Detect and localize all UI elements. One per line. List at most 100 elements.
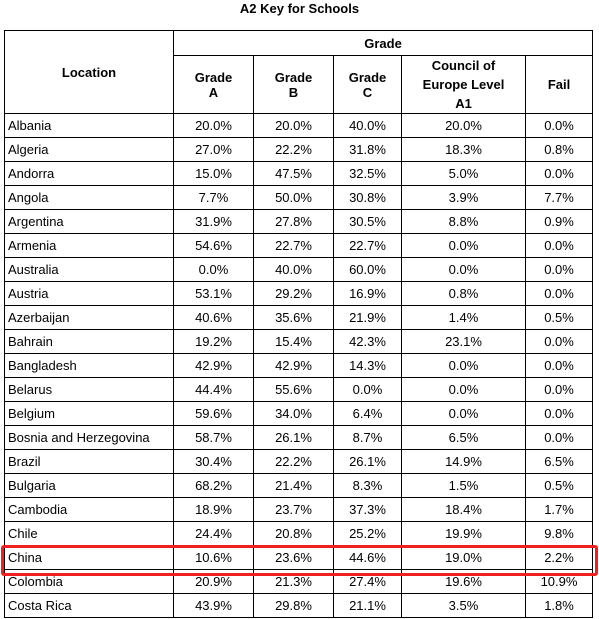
location-cell: Belgium xyxy=(4,401,174,426)
value-cell: 0.0% xyxy=(401,353,526,378)
table-row: Belgium 59.6% 34.0% 6.4% 0.0% 0.0% xyxy=(4,401,594,426)
value-cell: 0.0% xyxy=(524,161,594,186)
value-cell: 22.2% xyxy=(253,137,334,162)
table-header: Location Grade Grade A Grade B Grade C Coun… xyxy=(4,30,594,114)
value-cell: 35.6% xyxy=(253,305,334,330)
value-cell: 0.0% xyxy=(173,257,254,282)
location-cell: Austria xyxy=(4,281,174,306)
location-cell: Albania xyxy=(4,113,174,138)
value-cell: 19.2% xyxy=(173,329,254,354)
column-header-text: Grade C xyxy=(348,69,387,100)
table-row: Brazil 30.4% 22.2% 26.1% 14.9% 6.5% xyxy=(4,449,594,474)
value-cell: 0.0% xyxy=(524,281,594,306)
column-header: Grade B xyxy=(253,55,334,114)
location-cell: Costa Rica xyxy=(4,593,174,618)
value-cell: 53.1% xyxy=(173,281,254,306)
value-cell: 7.7% xyxy=(524,185,594,210)
table-row: Costa Rica 43.9% 29.8% 21.1% 3.5% 1.8% xyxy=(4,593,594,618)
table-row: Belarus 44.4% 55.6% 0.0% 0.0% 0.0% xyxy=(4,377,594,402)
column-header: Grade A xyxy=(173,55,254,114)
value-cell: 0.0% xyxy=(524,353,594,378)
value-cell: 0.0% xyxy=(401,257,526,282)
value-cell: 26.1% xyxy=(253,425,334,450)
value-cell: 18.3% xyxy=(401,137,526,162)
value-cell: 40.0% xyxy=(253,257,334,282)
table: Location Grade Grade A Grade B Grade C Coun… xyxy=(4,30,594,618)
value-cell: 29.2% xyxy=(253,281,334,306)
value-cell: 15.4% xyxy=(253,329,334,354)
table-row: Bangladesh 42.9% 42.9% 14.3% 0.0% 0.0% xyxy=(4,353,594,378)
location-cell: Australia xyxy=(4,257,174,282)
value-cell: 50.0% xyxy=(253,185,334,210)
value-cell: 55.6% xyxy=(253,377,334,402)
value-cell: 60.0% xyxy=(333,257,402,282)
location-cell: Algeria xyxy=(4,137,174,162)
value-cell: 22.7% xyxy=(333,233,402,258)
value-cell: 5.0% xyxy=(401,161,526,186)
value-cell: 8.7% xyxy=(333,425,402,450)
table-row: Bahrain 19.2% 15.4% 42.3% 23.1% 0.0% xyxy=(4,329,594,354)
value-cell: 58.7% xyxy=(173,425,254,450)
location-cell: Cambodia xyxy=(4,497,174,522)
value-cell: 27.0% xyxy=(173,137,254,162)
value-cell: 0.0% xyxy=(524,257,594,282)
table-row: Andorra 15.0% 47.5% 32.5% 5.0% 0.0% xyxy=(4,161,594,186)
location-header: Location xyxy=(4,30,174,114)
value-cell: 20.0% xyxy=(253,113,334,138)
value-cell: 0.5% xyxy=(524,305,594,330)
location-cell: China xyxy=(4,545,174,570)
location-cell: Andorra xyxy=(4,161,174,186)
value-cell: 30.5% xyxy=(333,209,402,234)
table-body: Albania 20.0% 20.0% 40.0% 20.0% 0.0% Algeria 27… xyxy=(4,113,594,618)
value-cell: 14.9% xyxy=(401,449,526,474)
value-cell: 1.4% xyxy=(401,305,526,330)
value-cell: 31.9% xyxy=(173,209,254,234)
table-row: Argentina 31.9% 27.8% 30.5% 8.8% 0.9% xyxy=(4,209,594,234)
value-cell: 23.1% xyxy=(401,329,526,354)
location-cell: Argentina xyxy=(4,209,174,234)
column-header-text: Fail xyxy=(547,77,571,92)
value-cell: 0.8% xyxy=(401,281,526,306)
value-cell: 44.4% xyxy=(173,377,254,402)
location-cell: Bosnia and Herzegovina xyxy=(4,425,174,450)
value-cell: 18.4% xyxy=(401,497,526,522)
value-cell: 0.0% xyxy=(524,233,594,258)
value-cell: 0.0% xyxy=(524,329,594,354)
location-cell: Brazil xyxy=(4,449,174,474)
column-header: Grade C xyxy=(333,55,402,114)
table-row: Bosnia and Herzegovina 58.7% 26.1% 8.7% 6.5%… xyxy=(4,425,594,450)
value-cell: 20.8% xyxy=(253,521,334,546)
value-cell: 9.8% xyxy=(524,521,594,546)
value-cell: 0.8% xyxy=(524,137,594,162)
value-cell: 0.0% xyxy=(401,401,526,426)
value-cell: 6.5% xyxy=(401,425,526,450)
value-cell: 3.9% xyxy=(401,185,526,210)
value-cell: 42.3% xyxy=(333,329,402,354)
value-cell: 21.9% xyxy=(333,305,402,330)
value-cell: 27.8% xyxy=(253,209,334,234)
value-cell: 7.7% xyxy=(173,185,254,210)
column-header: Council of Europe Level A1 xyxy=(401,55,526,114)
value-cell: 0.0% xyxy=(524,401,594,426)
title: A2 Key for Schools xyxy=(239,1,360,16)
column-header: Fail xyxy=(524,55,594,114)
value-cell: 1.7% xyxy=(524,497,594,522)
value-cell: 0.0% xyxy=(524,113,594,138)
location-cell: Bulgaria xyxy=(4,473,174,498)
table-row: Cambodia 18.9% 23.7% 37.3% 18.4% 1.7% xyxy=(4,497,594,522)
column-header-text: Grade A xyxy=(194,69,233,100)
value-cell: 31.8% xyxy=(333,137,402,162)
table-row: Armenia 54.6% 22.7% 22.7% 0.0% 0.0% xyxy=(4,233,594,258)
value-cell: 0.5% xyxy=(524,473,594,498)
table-row: Angola 7.7% 50.0% 30.8% 3.9% 7.7% xyxy=(4,185,594,210)
value-cell: 15.0% xyxy=(173,161,254,186)
value-cell: 0.9% xyxy=(524,209,594,234)
value-cell: 23.7% xyxy=(253,497,334,522)
value-cell: 0.0% xyxy=(333,377,402,402)
value-cell: 20.0% xyxy=(173,113,254,138)
location-cell: Chile xyxy=(4,521,174,546)
location-cell: Armenia xyxy=(4,233,174,258)
table-row: Algeria 27.0% 22.2% 31.8% 18.3% 0.8% xyxy=(4,137,594,162)
value-cell: 14.3% xyxy=(333,353,402,378)
